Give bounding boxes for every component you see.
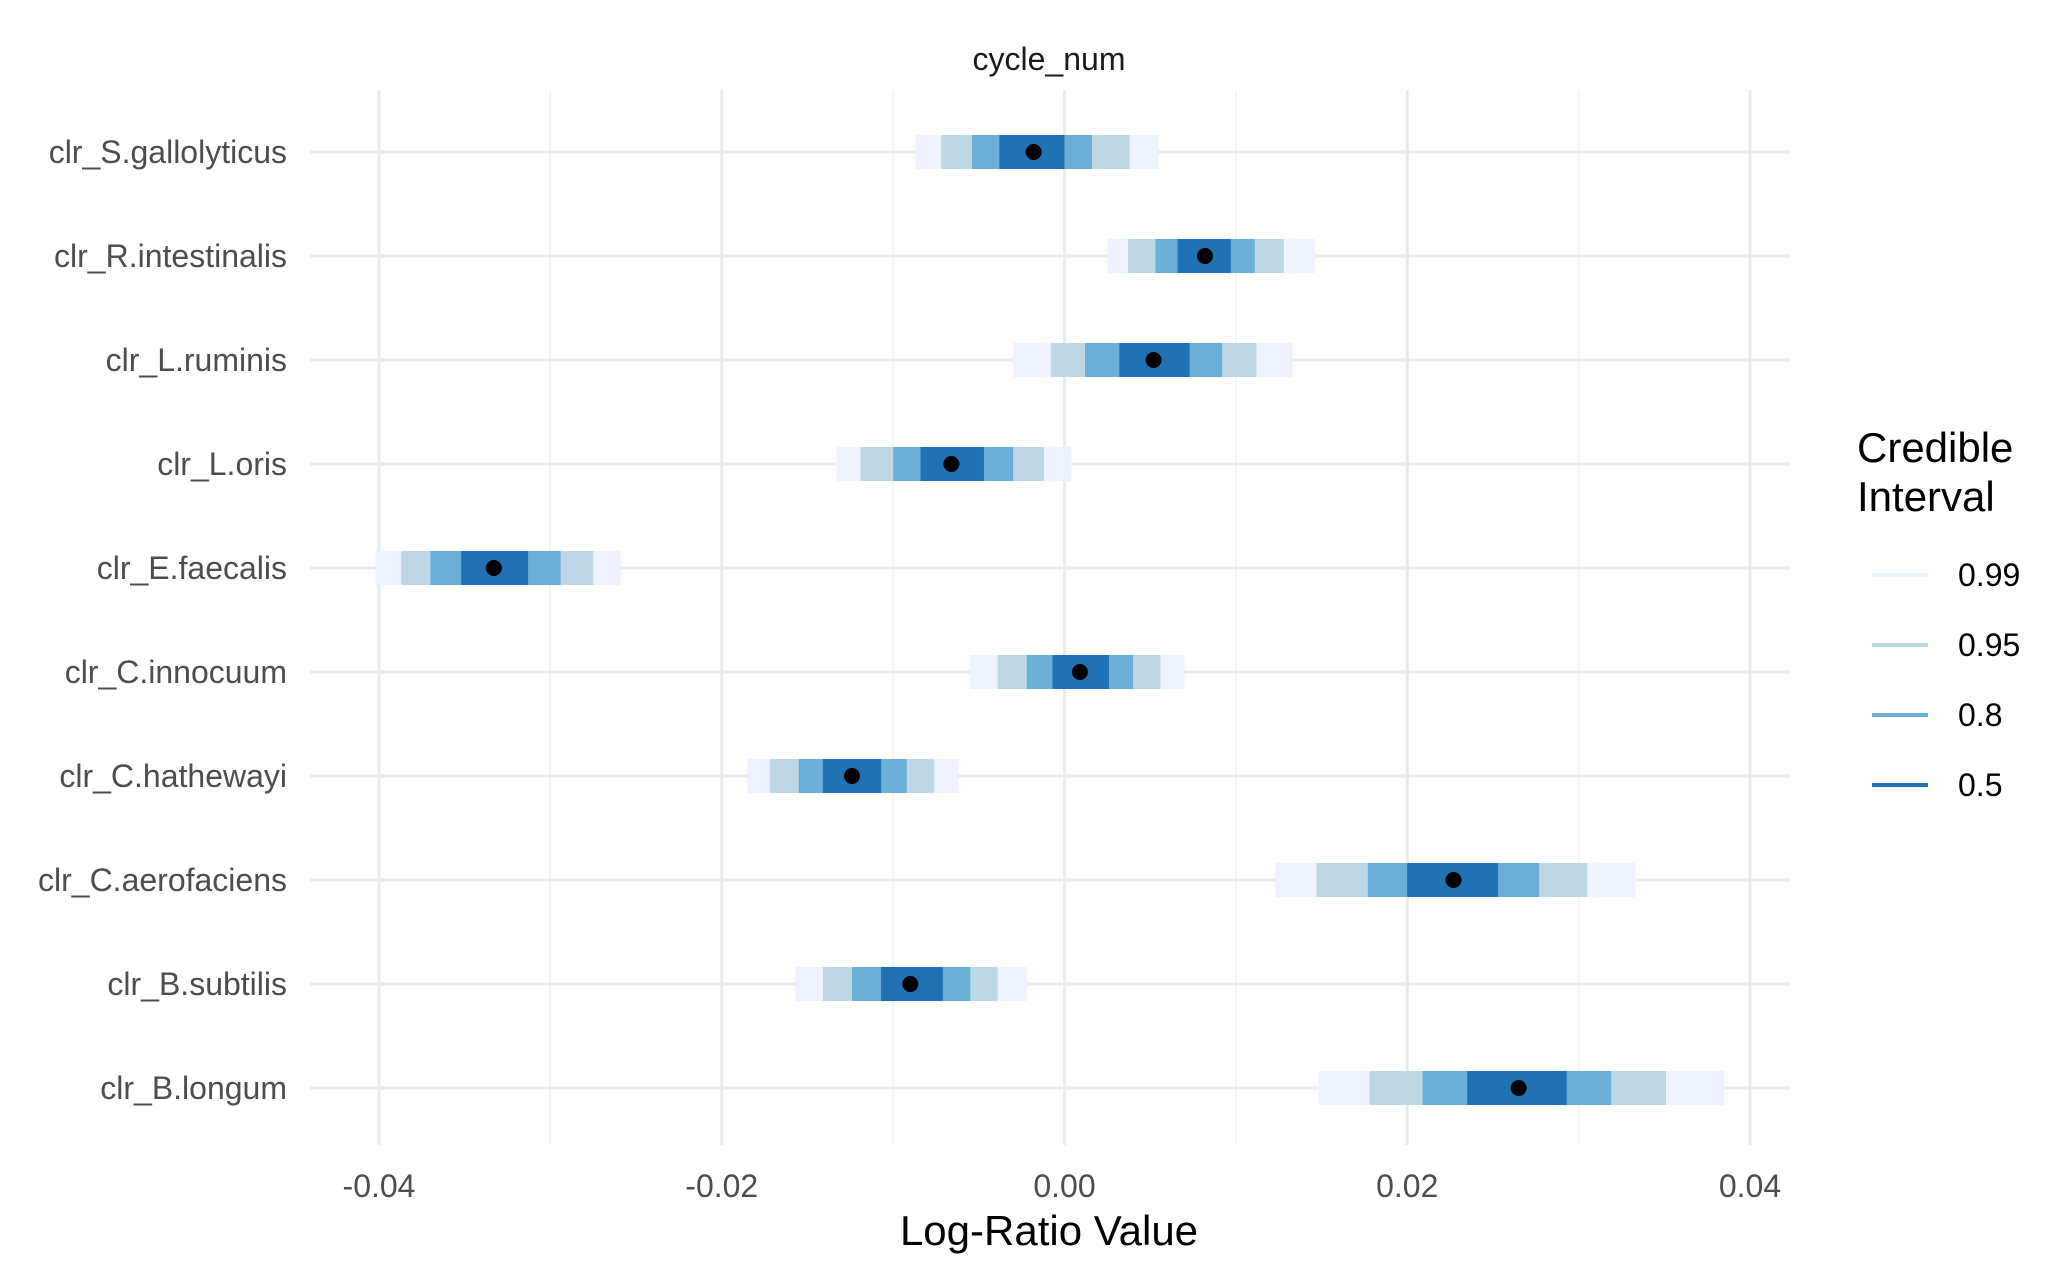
- y-tick-label: clr_E.faecalis: [97, 550, 287, 586]
- legend-label: 0.5: [1958, 767, 2002, 803]
- median-point: [1510, 1080, 1527, 1096]
- x-tick-label: 0.04: [1719, 1168, 1781, 1204]
- legend-label: 0.95: [1958, 627, 2020, 663]
- y-tick-label: clr_L.ruminis: [106, 342, 287, 378]
- median-point: [1025, 144, 1042, 160]
- x-tick-label: -0.04: [343, 1168, 416, 1204]
- y-tick-label: clr_B.longum: [100, 1070, 287, 1106]
- legend-label: 0.8: [1958, 697, 2002, 733]
- legend: Credible Interval 0.99 0.95 0.8 0.5: [1857, 424, 2020, 803]
- median-point: [485, 560, 502, 576]
- median-point: [943, 456, 960, 472]
- legend-title-line-2: Interval: [1857, 473, 1995, 520]
- y-tick-label: clr_C.hathewayi: [59, 758, 287, 794]
- legend-title-line-1: Credible: [1857, 424, 2013, 471]
- y-axis-tick-labels: clr_S.gallolyticus clr_R.intestinalis clr_…: [38, 134, 287, 1106]
- major-gridlines: [310, 90, 1790, 1145]
- x-tick-label: 0.00: [1033, 1168, 1095, 1204]
- facet-strip-title: cycle_num: [973, 41, 1126, 77]
- y-tick-label: clr_S.gallolyticus: [49, 134, 287, 170]
- y-tick-label: clr_C.innocuum: [65, 654, 287, 690]
- median-point: [902, 976, 919, 992]
- median-points: [485, 144, 1527, 1096]
- legend-label: 0.99: [1958, 557, 2020, 593]
- x-axis-title: Log-Ratio Value: [900, 1207, 1198, 1254]
- x-tick-label: -0.02: [685, 1168, 758, 1204]
- y-tick-label: clr_R.intestinalis: [54, 238, 287, 274]
- y-tick-label: clr_C.aerofaciens: [38, 862, 287, 898]
- median-point: [1197, 248, 1214, 264]
- median-point: [1145, 352, 1162, 368]
- median-point: [843, 768, 860, 784]
- y-tick-label: clr_B.subtilis: [107, 966, 287, 1002]
- legend-entries: 0.99 0.95 0.8 0.5: [1872, 557, 2020, 803]
- median-point: [1071, 664, 1088, 680]
- x-tick-label: 0.02: [1376, 1168, 1438, 1204]
- x-axis-tick-labels: -0.04 -0.02 0.00 0.02 0.04: [343, 1168, 1782, 1204]
- y-tick-label: clr_L.oris: [157, 446, 287, 482]
- median-point: [1445, 872, 1462, 888]
- interval-bars: [375, 135, 1725, 1105]
